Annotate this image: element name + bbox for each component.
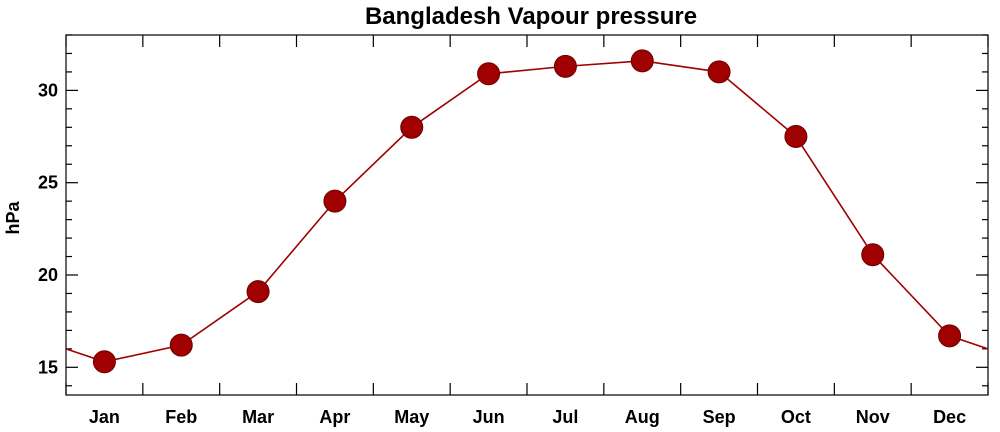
data-point-apr — [323, 189, 347, 213]
x-tick-label: Apr — [319, 407, 350, 427]
tick-labels: 15 20 25 30 Jan Feb Mar Apr May Jun Jul Aug Sep Oct No… — [38, 80, 966, 427]
x-tick-label: Dec — [933, 407, 966, 427]
y-tick-label: 15 — [38, 357, 58, 377]
plot-frame — [65, 34, 989, 396]
data-point-aug — [630, 49, 654, 73]
y-tick-label: 30 — [38, 80, 58, 100]
x-tick-label: Sep — [703, 407, 736, 427]
data-point-jan — [92, 350, 116, 374]
x-tick-label: Feb — [165, 407, 197, 427]
x-tick-label: Oct — [781, 407, 811, 427]
data-point-mar — [246, 280, 270, 304]
data-point-jun — [477, 62, 501, 86]
x-tick-label: Nov — [856, 407, 890, 427]
y-axis-label: hPa — [3, 201, 23, 235]
x-tick-label: Aug — [625, 407, 660, 427]
data-point-may — [400, 115, 424, 139]
data-point-oct — [784, 125, 808, 149]
data-point-dec — [938, 324, 962, 348]
x-tick-label: May — [394, 407, 429, 427]
x-tick-label: Jun — [473, 407, 505, 427]
data-point-feb — [169, 333, 193, 357]
data-points — [92, 49, 962, 374]
chart-title: Bangladesh Vapour pressure — [365, 3, 697, 30]
x-tick-label: Jan — [89, 407, 120, 427]
data-point-sep — [707, 60, 731, 84]
axis-ticks — [65, 34, 989, 395]
y-tick-label: 25 — [38, 173, 58, 193]
series-line — [65, 60, 989, 363]
data-point-jul — [553, 54, 577, 78]
x-tick-label: Mar — [242, 407, 274, 427]
y-tick-label: 20 — [38, 265, 58, 285]
data-point-nov — [861, 243, 885, 267]
x-tick-label: Jul — [552, 407, 578, 427]
